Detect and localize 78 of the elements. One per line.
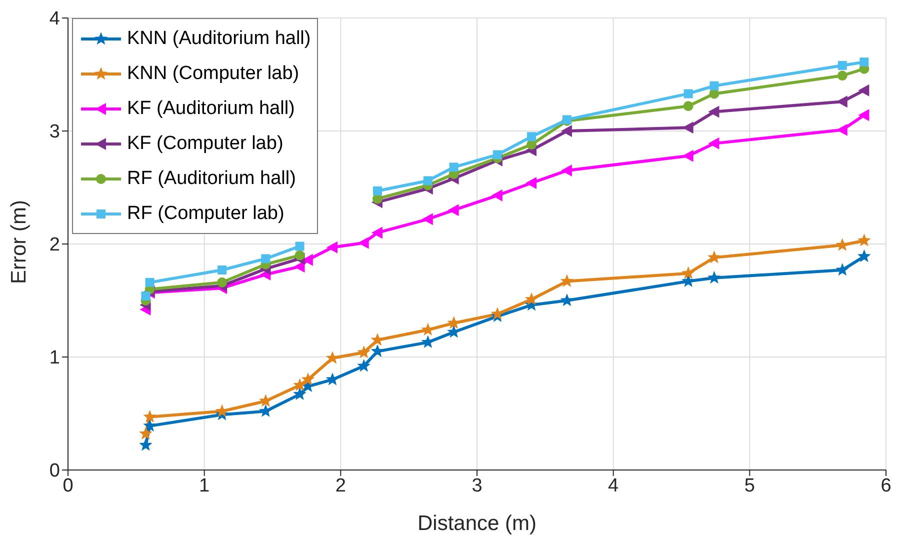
x-tick-label: 1 (199, 475, 210, 496)
point (682, 266, 695, 280)
point (560, 164, 572, 177)
point (326, 372, 340, 386)
point (449, 162, 458, 172)
point (326, 241, 338, 254)
point (293, 378, 306, 391)
point (684, 89, 693, 98)
point (218, 265, 227, 274)
point (710, 81, 719, 90)
point (708, 106, 720, 118)
y-axis-title: Error (m) (7, 200, 30, 284)
point (860, 58, 869, 67)
legend-label: RF (Computer lab) (127, 202, 284, 224)
point (526, 176, 537, 189)
legend-label: KNN (Auditorium hall) (127, 28, 311, 50)
point (836, 238, 850, 251)
legend-label: KNN (Computer lab) (127, 62, 300, 84)
point (139, 426, 152, 440)
legend-label: KF (Auditorium hall) (127, 98, 295, 120)
point (560, 125, 572, 137)
y-tick-label: 3 (49, 122, 60, 143)
point (837, 70, 848, 81)
point (858, 234, 871, 246)
point (708, 270, 721, 284)
point (217, 277, 228, 288)
point (448, 204, 459, 216)
x-tick-label: 0 (62, 475, 74, 496)
y-tick-label: 1 (49, 348, 60, 369)
point (371, 226, 382, 239)
point (143, 410, 156, 423)
x-tick-label: 5 (744, 475, 755, 496)
point (683, 101, 694, 112)
point (295, 242, 304, 251)
point (524, 292, 538, 306)
point (492, 150, 502, 160)
y-tick-label: 2 (49, 234, 60, 256)
point (357, 359, 370, 372)
point (858, 109, 870, 122)
point (141, 291, 150, 300)
x-tick-label: 6 (880, 475, 892, 496)
point (858, 249, 871, 262)
point (527, 132, 536, 142)
x-tick-label: 4 (608, 475, 620, 496)
point (293, 387, 306, 400)
point (422, 213, 433, 226)
point (838, 60, 847, 70)
y-tick-label: 0 (49, 460, 60, 482)
legend-label: RF (Auditorium hall) (127, 168, 296, 190)
point (858, 84, 870, 96)
point (326, 351, 340, 364)
point (372, 186, 382, 196)
point (447, 316, 460, 329)
point (259, 394, 272, 407)
point (708, 137, 720, 150)
point (143, 418, 156, 432)
point (708, 250, 721, 264)
x-tick-label: 3 (472, 475, 482, 496)
legend-label: KF (Computer lab) (127, 132, 284, 154)
point (370, 344, 384, 358)
y-tick-label: 4 (49, 8, 60, 30)
point (491, 189, 502, 202)
point (682, 274, 695, 287)
point (261, 254, 270, 264)
point (294, 250, 305, 260)
point (836, 262, 850, 276)
point (526, 140, 537, 150)
point (357, 345, 370, 358)
point (560, 274, 574, 287)
x-axis-title: Distance (m) (417, 512, 537, 535)
point (423, 176, 432, 186)
point (358, 236, 369, 249)
x-tick-label: 2 (335, 475, 346, 496)
point (301, 372, 315, 386)
point (259, 404, 272, 417)
point (139, 438, 152, 451)
point (560, 294, 574, 306)
point (145, 278, 154, 287)
